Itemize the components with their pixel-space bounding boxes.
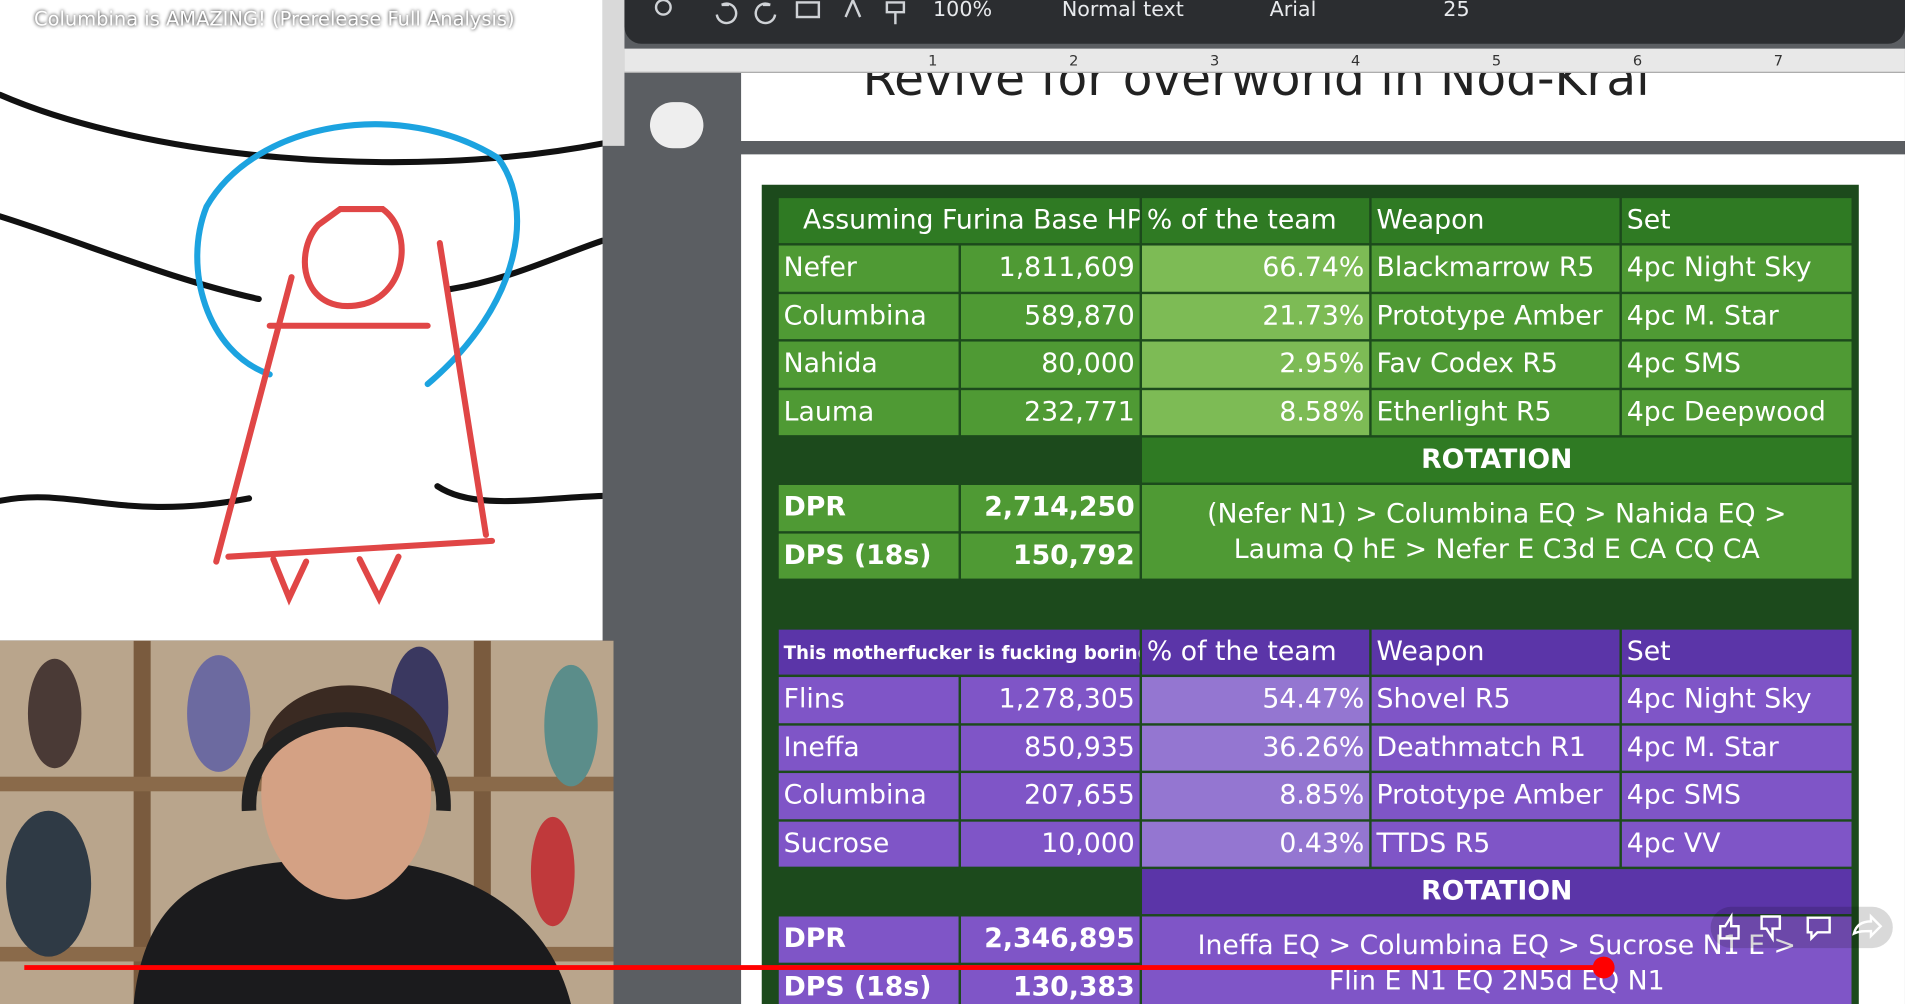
reaction-icons	[1719, 912, 1883, 943]
table-header-cell: Set	[1621, 629, 1852, 675]
table-cell: 0.43%	[1142, 821, 1370, 867]
table-cell: 207,655	[960, 773, 1140, 819]
table-cell: 66.74%	[1142, 245, 1370, 292]
table-cell: 2.95%	[1142, 341, 1370, 388]
font-name[interactable]: Arial	[1269, 0, 1317, 22]
rotation-line: Lauma Q hE > Nefer E C3d E CA CQ CA	[1233, 534, 1760, 565]
toolbar: 100% Normal text Arial 25	[624, 0, 1905, 44]
table-header-cell: Set	[1621, 198, 1852, 244]
table-cell: Prototype Amber	[1371, 773, 1620, 819]
rotation-label: ROTATION	[1142, 437, 1852, 483]
summary-value: 150,792	[960, 532, 1140, 579]
ruler-mark: 3	[1210, 52, 1220, 70]
table-header-cell: Weapon	[1371, 629, 1620, 675]
table-cell: 4pc Night Sky	[1621, 245, 1852, 292]
table-header-cell: This motherfucker is fucking boring	[778, 629, 1140, 675]
rotation-line: Ineffa EQ > Columbina EQ > Sucrose N1 E …	[1197, 930, 1796, 961]
table-header-cell: Weapon	[1371, 198, 1620, 244]
reaction-buttons[interactable]	[1710, 906, 1893, 949]
table-cell: 21.73%	[1142, 293, 1370, 340]
rotation-label: ROTATION	[1142, 869, 1852, 915]
video-title: Columbina is AMAZING! (Prerelease Full A…	[34, 7, 515, 31]
table-cell: Blackmarrow R5	[1371, 245, 1620, 292]
rotation-line: (Nefer N1) > Columbina EQ > Nahida EQ >	[1207, 498, 1787, 530]
table-cell: 4pc Deepwood	[1621, 389, 1852, 436]
ruler-mark: 6	[1632, 52, 1643, 70]
ruler-mark: 5	[1491, 52, 1502, 70]
page-top: Revive for overworld in Nod-Krai	[741, 72, 1905, 141]
rotation-text: Ineffa EQ > Columbina EQ > Sucrose N1 E …	[1142, 916, 1852, 1004]
table-cell: Flins	[778, 677, 959, 723]
scroll-gutter	[602, 0, 625, 146]
table-cell: 4pc M. Star	[1621, 725, 1852, 771]
summary-value: 2,714,250	[960, 484, 1140, 531]
table-area: Assuming Furina Base HP% of the team Weap…	[761, 184, 1859, 1004]
table-cell: Ineffa	[778, 725, 959, 771]
font-size[interactable]: 25	[1443, 0, 1470, 22]
table-cell: 10,000	[960, 821, 1140, 867]
table-cell: 8.58%	[1142, 389, 1370, 436]
table-cell: 36.26%	[1142, 725, 1370, 771]
table-cell: Sucrose	[778, 821, 959, 867]
sketch	[0, 91, 603, 606]
table-header-cell: % of the team	[1142, 629, 1370, 675]
text-style[interactable]: Normal text	[1061, 0, 1184, 22]
table-cell: 4pc SMS	[1621, 773, 1852, 819]
ruler-mark: 7	[1773, 52, 1784, 70]
drawing-canvas: Columbina is AMAZING! (Prerelease Full A…	[0, 0, 603, 641]
table-cell: Etherlight R5	[1371, 389, 1620, 436]
table-cell: 4pc Night Sky	[1621, 677, 1852, 723]
ruler-mark: 4	[1350, 52, 1361, 70]
summary-value: 130,383	[960, 964, 1140, 1004]
webcam	[0, 640, 614, 1004]
summary-label: DPR	[778, 484, 959, 531]
toolbar-icons[interactable]	[649, 0, 1013, 36]
table-cell: 8.85%	[1142, 773, 1370, 819]
summary-label: DPS (18s)	[778, 964, 959, 1004]
table-cell: 1,278,305	[960, 677, 1140, 723]
table-header-cell: % of the team	[1142, 198, 1370, 244]
table-cell: 850,935	[960, 725, 1140, 771]
table-cell: TTDS R5	[1371, 821, 1620, 867]
table-cell: Columbina	[778, 773, 959, 819]
table-header-cell: Assuming Furina Base HP	[778, 198, 1140, 244]
progress-bar[interactable]	[24, 965, 1604, 970]
rotation-text: (Nefer N1) > Columbina EQ > Nahida EQ > L…	[1142, 484, 1852, 579]
zoom[interactable]: 100%	[933, 0, 993, 22]
table-cell: Deathmatch R1	[1371, 725, 1620, 771]
table-cell: Columbina	[778, 293, 959, 340]
table-cell: Lauma	[778, 389, 959, 436]
webcam-scene	[0, 640, 614, 1004]
table-cell: Shovel R5	[1371, 677, 1620, 723]
ruler-mark: 1	[928, 52, 938, 70]
table-cell: 1,811,609	[960, 245, 1140, 292]
summary-value: 2,346,895	[960, 916, 1140, 963]
table-cell: Nahida	[778, 341, 959, 388]
doc-heading: Revive for overworld in Nod-Krai	[862, 72, 1650, 107]
table-cell: 4pc SMS	[1621, 341, 1852, 388]
table-cell: Fav Codex R5	[1371, 341, 1620, 388]
table-cell: Nefer	[778, 245, 959, 292]
outline-button[interactable]	[649, 102, 704, 149]
summary-label: DPS (18s)	[778, 532, 959, 579]
ruler-mark: 2	[1069, 52, 1079, 70]
table-cell: 4pc VV	[1621, 821, 1852, 867]
table-cell: 232,771	[960, 389, 1140, 436]
table-cell: 589,870	[960, 293, 1140, 340]
summary-label: DPR	[778, 916, 959, 963]
table-cell: Prototype Amber	[1371, 293, 1620, 340]
progress-handle[interactable]	[1592, 956, 1615, 979]
table-cell: 80,000	[960, 341, 1140, 388]
table-cell: 54.47%	[1142, 677, 1370, 723]
ruler: 1 2 3 4 5 6 7	[624, 48, 1905, 73]
table-cell: 4pc M. Star	[1621, 293, 1852, 340]
